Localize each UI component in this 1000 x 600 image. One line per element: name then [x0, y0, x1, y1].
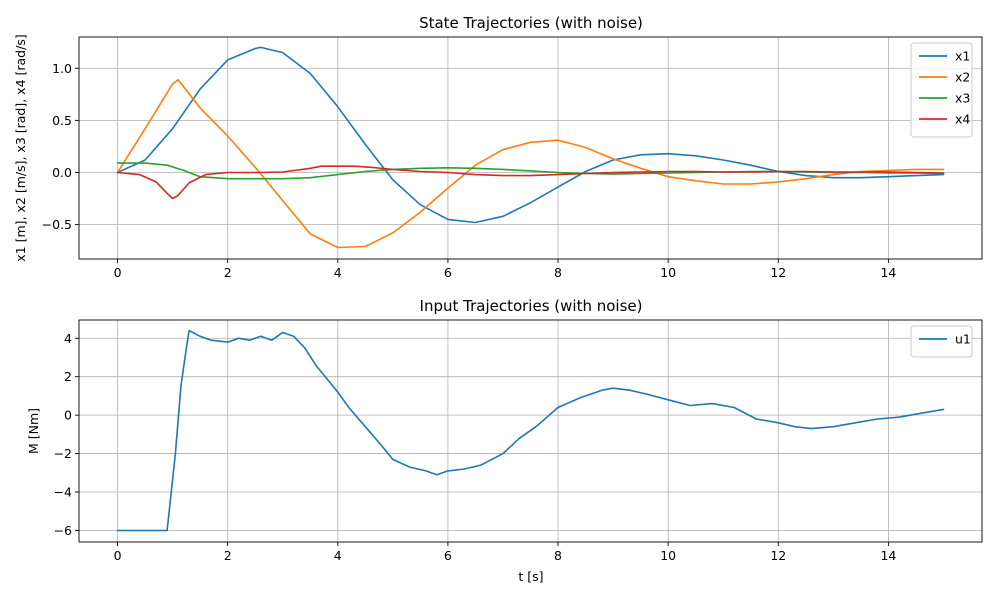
state-x-tick-label: 0	[114, 265, 122, 280]
state-y-tick-label: 0.5	[52, 113, 72, 128]
input-trajectories-panel: Input Trajectories (with noise) 0 2 4 6 8 10 1…	[26, 297, 983, 584]
input-series-layer	[116, 329, 945, 532]
state-series-layer	[116, 46, 945, 249]
state-x-tick-label: 10	[660, 265, 676, 280]
input-x-tick-label: 6	[444, 548, 452, 563]
input-y-tick-label: 0	[64, 408, 72, 423]
input-x-tick-label: 14	[880, 548, 896, 563]
legend-label-u1: u1	[955, 332, 971, 347]
input-y-tick-label: −2	[54, 446, 72, 461]
input-y-tick-label: 2	[64, 369, 72, 384]
state-y-tick-label: 0.0	[52, 165, 72, 180]
state-y-axis-label: x1 [m], x2 [m/s], x3 [rad], x4 [rad/s]	[13, 34, 28, 261]
state-y-tick-label: 1.0	[52, 61, 72, 76]
input-y-tick-label: −6	[54, 523, 72, 538]
series-line-u1	[116, 329, 945, 532]
series-line-x4	[116, 165, 945, 200]
state-chart-title: State Trajectories (with noise)	[419, 14, 643, 32]
input-chart-title: Input Trajectories (with noise)	[420, 297, 643, 315]
input-x-tick-label: 4	[334, 548, 342, 563]
input-x-tick-label: 2	[224, 548, 232, 563]
input-y-axis-label: M [Nm]	[26, 408, 41, 454]
state-x-tick-label: 14	[880, 265, 896, 280]
state-trajectories-panel: State Trajectories (with noise) 0 2 4 6 8 10 1…	[13, 14, 983, 280]
input-legend-box	[910, 325, 973, 358]
legend-label-x2: x2	[955, 70, 970, 85]
state-x-tick-label: 8	[554, 265, 562, 280]
state-y-tick-label: −0.5	[42, 217, 72, 232]
state-x-tick-label: 2	[224, 265, 232, 280]
input-x-axis-label: t [s]	[518, 569, 543, 584]
series-line-x2	[116, 78, 945, 249]
input-x-tick-label: 0	[114, 548, 122, 563]
input-x-tick-label: 12	[770, 548, 786, 563]
state-x-tick-label: 6	[444, 265, 452, 280]
legend-label-x1: x1	[955, 49, 970, 64]
input-y-tick-label: 4	[64, 331, 72, 346]
input-x-tick-label: 10	[660, 548, 676, 563]
input-y-tick-label: −4	[54, 485, 72, 500]
state-legend: x1 x2 x3 x4	[910, 42, 973, 138]
input-plot-frame	[78, 319, 983, 543]
state-x-tick-label: 12	[770, 265, 786, 280]
series-line-x1	[116, 46, 945, 224]
state-plot-frame	[78, 36, 983, 260]
legend-label-x4: x4	[955, 112, 970, 127]
legend-label-x3: x3	[955, 91, 970, 106]
input-legend: u1	[910, 325, 973, 358]
input-x-tick-label: 8	[554, 548, 562, 563]
state-x-tick-label: 4	[334, 265, 342, 280]
state-legend-box	[910, 42, 973, 138]
